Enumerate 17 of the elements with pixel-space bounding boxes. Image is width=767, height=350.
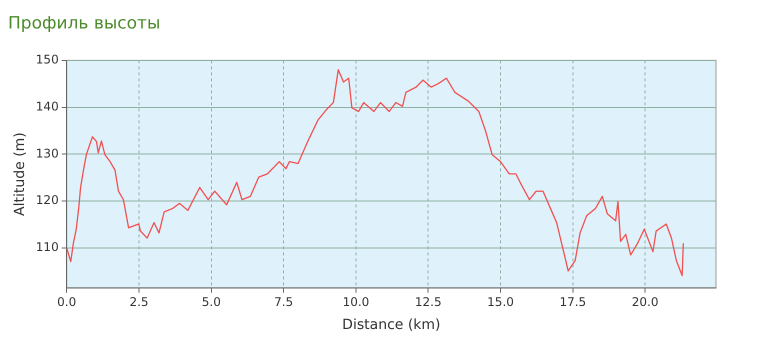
y-tick-label: 130 xyxy=(36,146,59,160)
x-tick-label: 0.0 xyxy=(57,295,76,310)
y-tick-label: 150 xyxy=(36,52,59,67)
chart-title: Профиль высоты xyxy=(8,14,160,34)
y-axis-title: Altitude (m) xyxy=(12,132,28,216)
x-tick-label: 2.5 xyxy=(129,295,149,310)
x-tick-label: 10.0 xyxy=(342,295,370,310)
x-tick-label: 17.5 xyxy=(559,295,586,310)
x-tick-label: 5.0 xyxy=(202,295,221,310)
x-tick-label: 12.5 xyxy=(414,295,442,310)
x-tick-label: 20.0 xyxy=(632,295,658,310)
x-tick-label: 7.5 xyxy=(274,295,294,310)
y-tick-label: 140 xyxy=(36,99,59,114)
x-axis-title: Distance (km) xyxy=(342,317,441,334)
y-tick-label: 120 xyxy=(36,193,59,208)
x-tick-label: 15.0 xyxy=(487,295,514,310)
y-tick-label: 110 xyxy=(36,240,59,254)
